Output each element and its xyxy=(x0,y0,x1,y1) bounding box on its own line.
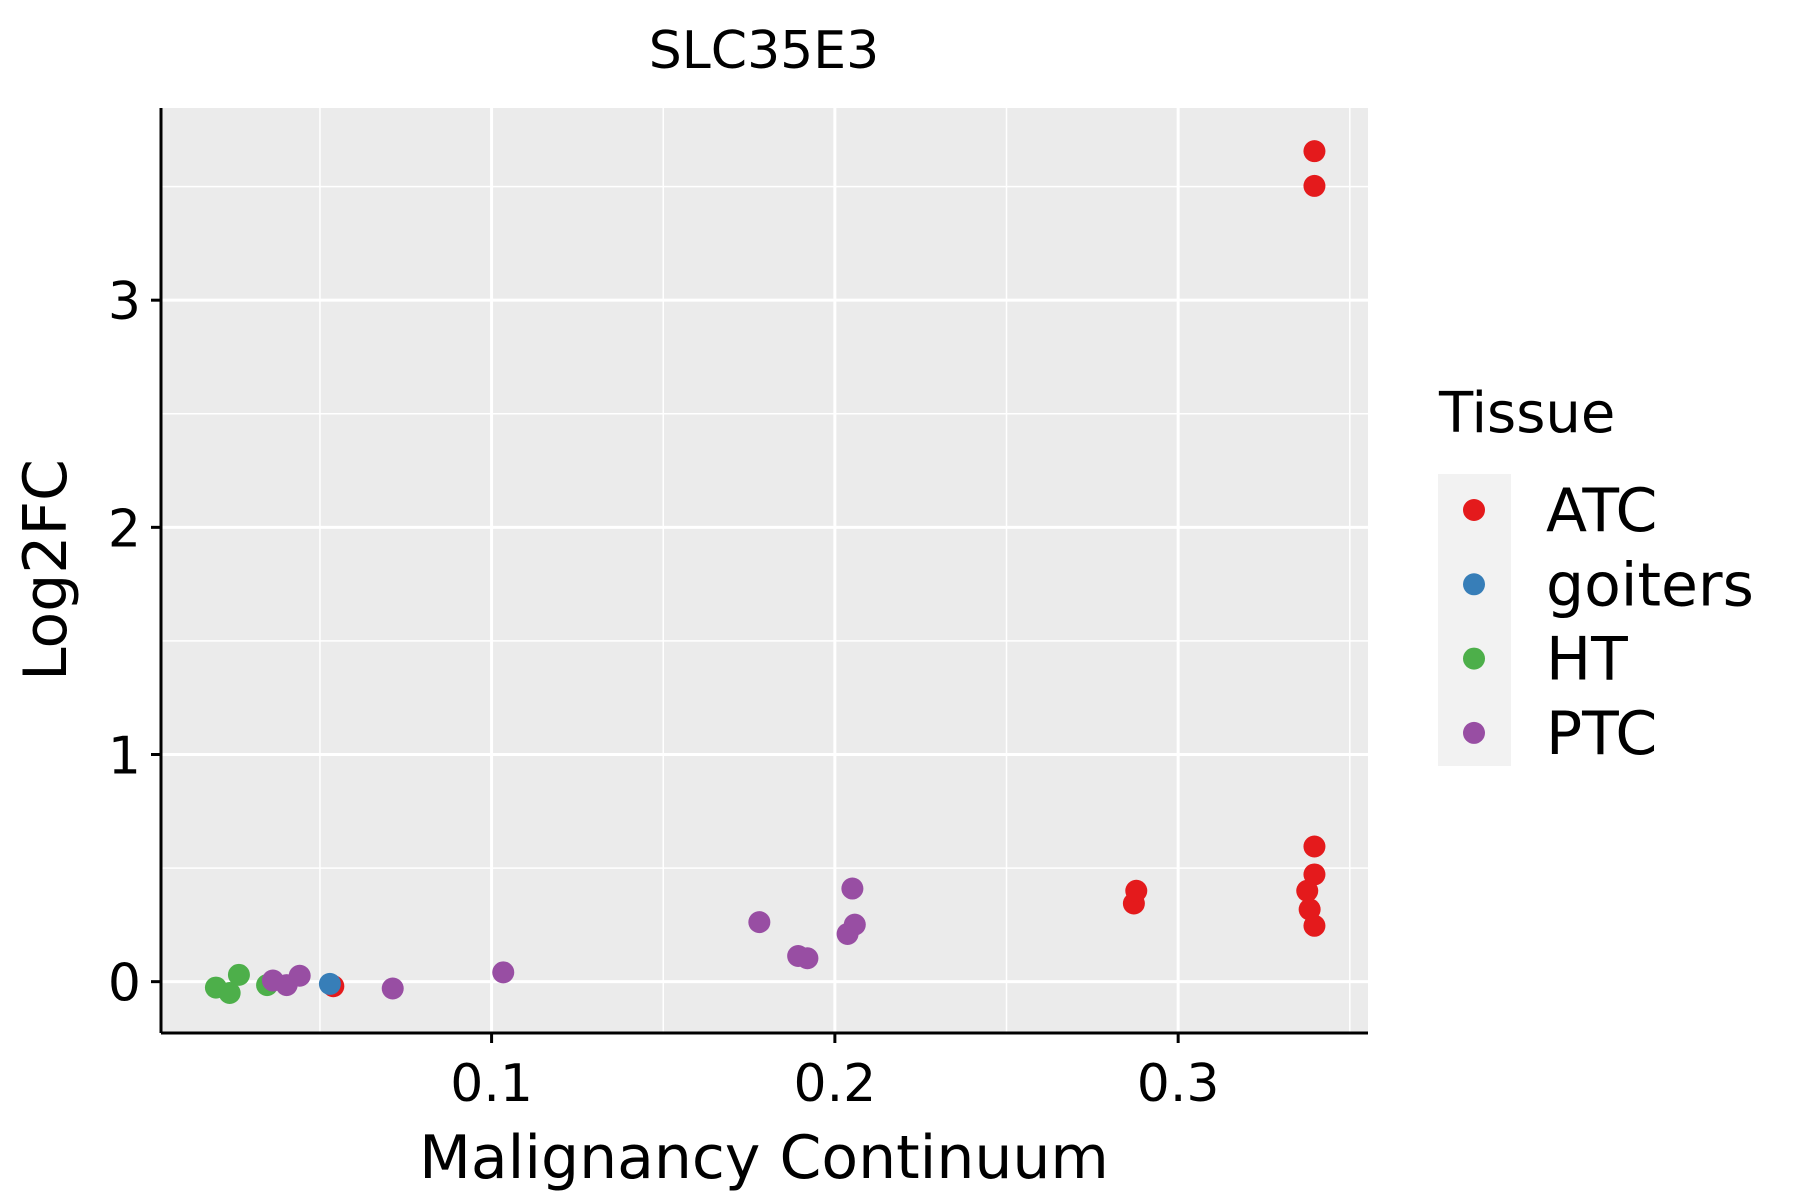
gridlines xyxy=(161,108,1368,1033)
x-tick-label: 0.1 xyxy=(450,1054,533,1114)
point-atc xyxy=(1303,835,1326,858)
point-ht xyxy=(218,982,241,1005)
point-atc xyxy=(1303,914,1326,937)
point-atc xyxy=(1296,879,1319,902)
point-ht xyxy=(227,963,250,986)
point-goiters xyxy=(318,972,341,995)
legend-label-atc: ATC xyxy=(1546,476,1657,546)
legend-key-ptc xyxy=(1463,721,1485,744)
legend-key-background xyxy=(1438,474,1511,766)
legend-title: Tissue xyxy=(1438,381,1615,446)
y-tick-label: 2 xyxy=(108,499,141,559)
y-tick-label: 0 xyxy=(108,954,141,1014)
point-atc xyxy=(1303,174,1326,197)
point-ptc xyxy=(843,913,866,936)
legend-label-ptc: PTC xyxy=(1546,699,1657,769)
x-axis-title: Malignancy Continuum xyxy=(419,1123,1109,1193)
point-atc xyxy=(1125,879,1148,902)
point-ptc xyxy=(748,911,771,934)
y-tick-label: 1 xyxy=(108,727,141,787)
legend-key-goiters xyxy=(1463,573,1485,596)
chart-title: SLC35E3 xyxy=(649,21,879,81)
legend-key-ht xyxy=(1463,647,1485,670)
axis-ticks: 0.1 0.2 0.3 0 1 2 3 xyxy=(108,272,1220,1114)
point-ptc xyxy=(841,877,864,900)
point-ptc xyxy=(288,964,311,987)
x-tick-label: 0.3 xyxy=(1137,1054,1220,1114)
legend-key-atc xyxy=(1463,499,1485,521)
data-points xyxy=(204,140,1326,1005)
point-ptc xyxy=(796,947,819,970)
x-tick-label: 0.2 xyxy=(794,1054,877,1114)
point-ptc xyxy=(381,977,404,1000)
legend-label-goiters: goiters xyxy=(1546,550,1754,620)
y-axis-title: Log2FC xyxy=(11,459,81,681)
point-atc xyxy=(1303,140,1326,163)
point-ptc xyxy=(492,961,515,984)
plot-panel xyxy=(161,108,1368,1033)
y-tick-label: 3 xyxy=(108,272,141,332)
legend-label-ht: HT xyxy=(1546,625,1628,695)
